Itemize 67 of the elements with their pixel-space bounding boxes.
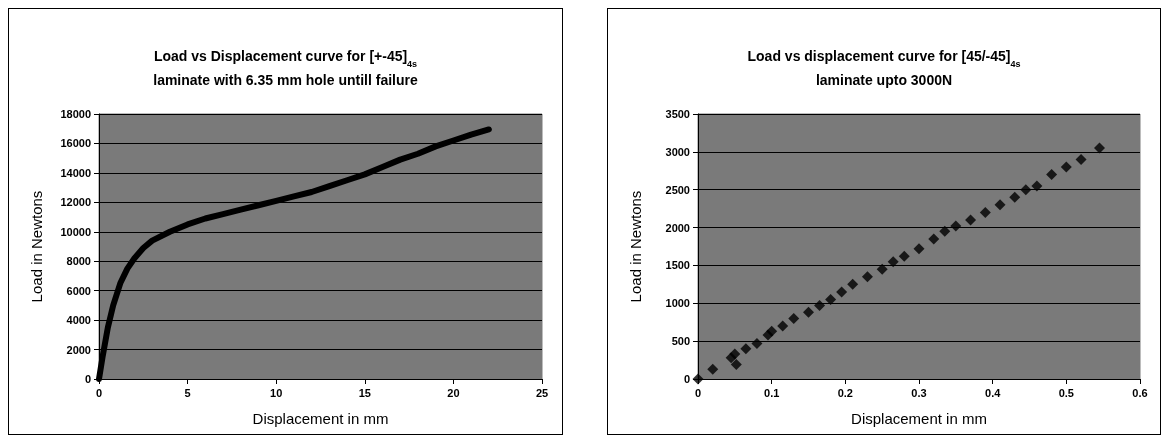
point xyxy=(939,225,951,237)
point xyxy=(1075,153,1087,165)
y-tick-label: 10000 xyxy=(60,225,91,238)
point xyxy=(861,271,873,283)
point xyxy=(692,373,704,385)
x-tick-label: 0.3 xyxy=(911,386,927,399)
x-tick-label: 0.5 xyxy=(1058,386,1074,399)
point xyxy=(1046,169,1058,181)
point xyxy=(777,320,789,332)
x-tick-label: 0.2 xyxy=(837,386,853,399)
x-axis-title: Displacement in mm xyxy=(252,410,389,427)
x-tick-label: 15 xyxy=(358,386,371,399)
point xyxy=(994,199,1006,211)
x-tick-label: 0.1 xyxy=(764,386,780,399)
y-tick-label: 1000 xyxy=(665,297,690,310)
x-tick-label: 20 xyxy=(447,386,460,399)
x-tick-label: 25 xyxy=(535,386,549,399)
y-tick-label: 3000 xyxy=(665,145,690,158)
x-tick-label: 0 xyxy=(95,386,103,399)
y-tick-label: 16000 xyxy=(60,137,91,150)
point xyxy=(707,363,719,375)
point xyxy=(1009,191,1021,203)
y-tick-label: 14000 xyxy=(60,166,91,179)
x-tick-label: 0.4 xyxy=(985,386,1002,399)
point xyxy=(825,294,837,305)
point xyxy=(887,256,899,268)
y-tick-label: 1500 xyxy=(665,259,690,272)
point xyxy=(928,233,940,245)
point xyxy=(730,359,742,371)
y-tick-label: 0 xyxy=(683,373,690,385)
point xyxy=(876,263,888,275)
y-tick-label: 18000 xyxy=(60,108,91,120)
point xyxy=(836,286,848,298)
point xyxy=(729,348,741,360)
y-tick-label: 6000 xyxy=(66,284,91,297)
point xyxy=(814,300,826,312)
point xyxy=(766,325,778,337)
y-tick-label: 2000 xyxy=(66,343,91,356)
y-tick-label: 2000 xyxy=(665,221,690,234)
point xyxy=(979,206,991,218)
x-axis-title: Displacement in mm xyxy=(851,410,987,427)
point xyxy=(740,343,752,355)
y-axis-title: Load in Newtons xyxy=(627,190,644,303)
y-tick-label: 0 xyxy=(84,373,91,385)
y-axis-title: Load in Newtons xyxy=(28,190,45,303)
y-tick-label: 2500 xyxy=(665,183,690,196)
point xyxy=(1020,184,1032,196)
point xyxy=(788,312,800,324)
x-tick-label: 0.6 xyxy=(1132,386,1148,399)
y-tick-label: 4000 xyxy=(66,314,91,327)
point xyxy=(1093,142,1105,154)
point xyxy=(1060,161,1072,173)
point xyxy=(965,214,977,226)
point xyxy=(751,337,763,349)
y-tick-label: 12000 xyxy=(60,196,91,209)
point xyxy=(803,306,814,318)
y-tick-label: 500 xyxy=(671,335,690,348)
point xyxy=(847,278,859,290)
y-tick-label: 3500 xyxy=(665,108,690,120)
x-tick-label: 0 xyxy=(694,386,702,399)
point xyxy=(913,243,925,255)
point xyxy=(898,250,910,262)
point xyxy=(1031,180,1043,192)
x-tick-label: 10 xyxy=(270,386,283,399)
x-tick-label: 5 xyxy=(184,386,191,399)
point xyxy=(950,220,962,232)
y-tick-label: 8000 xyxy=(66,255,91,268)
